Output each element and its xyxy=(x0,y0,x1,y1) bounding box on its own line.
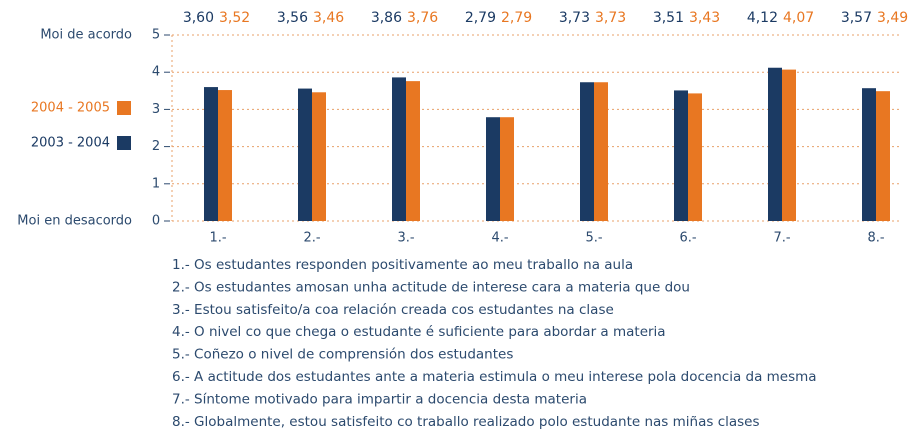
statement: 3.- Estou satisfeito/a coa relación crea… xyxy=(172,302,614,318)
value-label: 3,57 xyxy=(841,10,872,26)
value-label: 3,56 xyxy=(277,10,308,26)
y-tick-label: 2 xyxy=(152,139,160,154)
value-label: 3,60 xyxy=(183,10,214,26)
bar xyxy=(312,92,326,222)
value-label: 3,43 xyxy=(689,10,720,26)
bar xyxy=(782,69,796,221)
bar xyxy=(862,88,876,221)
value-label: 4,12 xyxy=(747,10,778,26)
legend-label: 2004 - 2005 xyxy=(31,101,110,116)
bar xyxy=(392,77,406,222)
bar xyxy=(594,82,608,221)
statement: 7.- Síntome motivado para impartir a doc… xyxy=(172,391,587,407)
bar xyxy=(298,88,312,222)
y-bottom-label: Moi en desacordo xyxy=(17,214,132,229)
statement: 1.- Os estudantes responden positivament… xyxy=(172,257,633,273)
y-tick-label: 5 xyxy=(152,28,160,43)
statement: 5.- Coñezo o nivel de comprensión dos es… xyxy=(172,347,513,363)
value-label: 3,76 xyxy=(407,10,438,26)
statement: 8.- Globalmente, estou satisfeito co tra… xyxy=(172,414,760,430)
legend-swatch xyxy=(117,101,131,115)
bar xyxy=(768,67,782,222)
bar xyxy=(406,81,420,222)
value-label: 3,52 xyxy=(219,10,250,26)
bar xyxy=(500,117,514,221)
y-tick-label: 4 xyxy=(152,65,160,80)
y-top-label: Moi de acordo xyxy=(40,28,132,43)
x-tick-label: 6.- xyxy=(679,231,696,246)
x-tick-label: 8.- xyxy=(867,231,884,246)
value-label: 3,49 xyxy=(877,10,908,26)
x-tick-label: 7.- xyxy=(773,231,790,246)
bar xyxy=(204,87,218,221)
bar xyxy=(688,93,702,221)
value-label: 3,73 xyxy=(559,10,590,26)
y-tick-label: 1 xyxy=(152,176,160,191)
x-tick-label: 5.- xyxy=(585,231,602,246)
value-label: 4,07 xyxy=(783,10,814,26)
value-label: 3,51 xyxy=(653,10,684,26)
bar xyxy=(486,117,500,221)
bar xyxy=(218,90,232,221)
value-label: 2,79 xyxy=(465,10,496,26)
statement: 2.- Os estudantes amosan unha actitude d… xyxy=(172,279,690,295)
bar xyxy=(580,82,594,221)
value-label: 2,79 xyxy=(501,10,532,26)
legend-label: 2003 - 2004 xyxy=(31,136,110,151)
statement: 4.- O nivel co que chega o estudante é s… xyxy=(172,324,666,340)
bar xyxy=(876,91,890,221)
bar xyxy=(674,90,688,221)
value-label: 3,46 xyxy=(313,10,344,26)
x-tick-label: 4.- xyxy=(491,231,508,246)
value-label: 3,73 xyxy=(595,10,626,26)
y-tick-label: 0 xyxy=(152,214,160,229)
legend-swatch xyxy=(117,136,131,150)
x-tick-label: 1.- xyxy=(209,231,226,246)
value-label: 3,86 xyxy=(371,10,402,26)
y-tick-label: 3 xyxy=(152,102,160,117)
statement: 6.- A actitude dos estudantes ante a mat… xyxy=(172,369,817,385)
x-tick-label: 3.- xyxy=(397,231,414,246)
x-tick-label: 2.- xyxy=(303,231,320,246)
